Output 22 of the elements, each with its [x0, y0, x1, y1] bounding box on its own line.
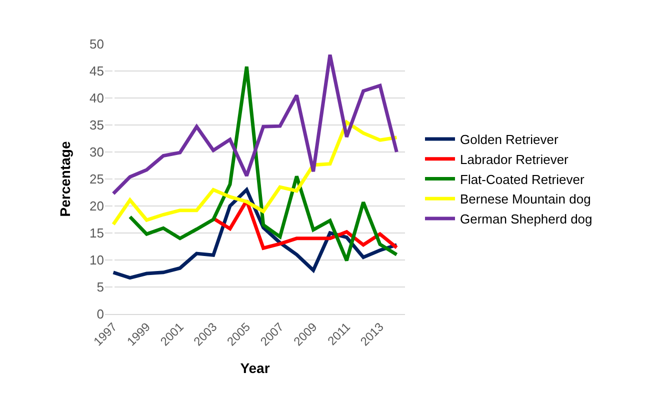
- y-tick-label: 40: [90, 90, 104, 106]
- legend-label: German Shepherd dog: [460, 212, 592, 227]
- y-tick-label: 30: [90, 144, 104, 160]
- y-tick-label: 25: [90, 172, 104, 187]
- y-tick-label: 35: [90, 118, 104, 133]
- x-axis-title: Year: [240, 360, 270, 376]
- y-tick-label: 0: [96, 306, 104, 322]
- y-tick-label: 15: [90, 226, 104, 241]
- y-tick-label: 5: [96, 280, 104, 295]
- line-series: [128, 64, 398, 262]
- y-tick-label: 50: [90, 36, 104, 52]
- line-series: [212, 198, 398, 250]
- y-tick-label: 10: [90, 252, 104, 268]
- legend-label: Golden Retriever: [460, 132, 559, 148]
- y-axis-title: Percentage: [57, 141, 74, 217]
- legend-label: Bernese Mountain dog: [460, 192, 591, 207]
- line-series: [112, 120, 398, 226]
- y-tick-label: 20: [90, 198, 104, 214]
- line-series: [112, 53, 398, 196]
- y-tick-label: 45: [90, 64, 104, 79]
- legend-label: Flat-Coated Retriever: [460, 172, 585, 187]
- legend-label: Labrador Retriever: [460, 152, 570, 167]
